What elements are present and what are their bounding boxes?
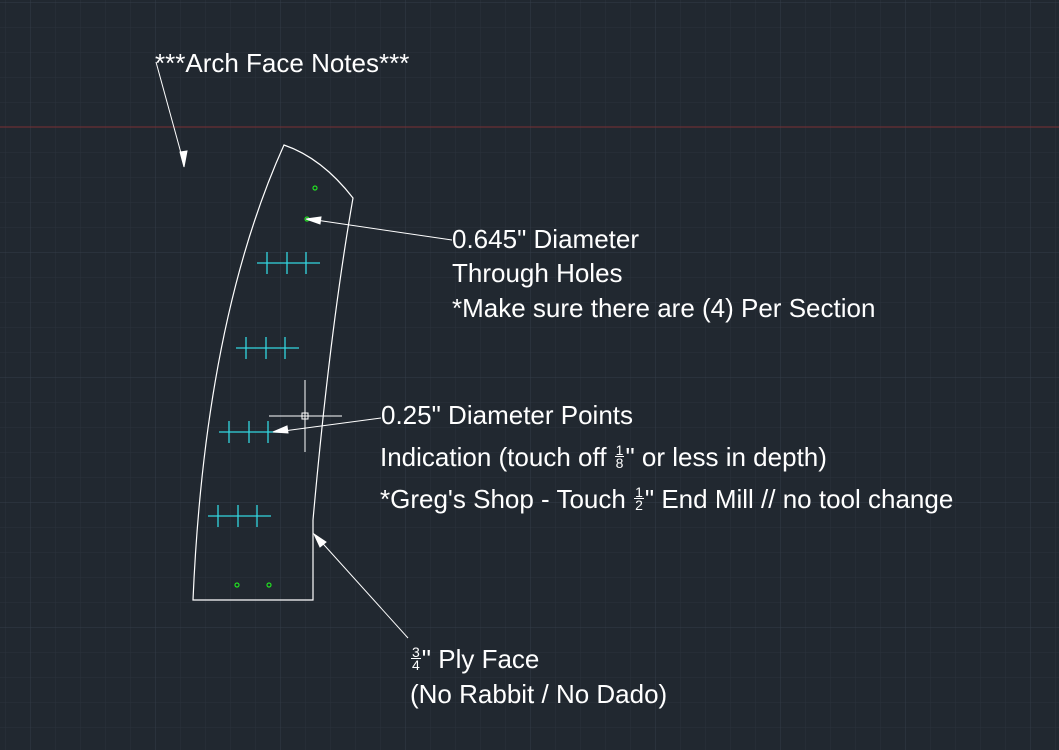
arch-face-outline[interactable] [192, 144, 354, 601]
holes-note-line2: Through Holes [452, 258, 623, 288]
points-note-line3-post: " End Mill // no tool change [644, 484, 954, 514]
point-mark-row [208, 505, 271, 527]
ply-note-line1: 3 4 " Ply Face [410, 642, 539, 676]
fraction-denominator: 2 [635, 496, 643, 513]
ply-note-line1-post: " Ply Face [421, 644, 540, 674]
through-hole [312, 185, 318, 191]
points-note-line1: 0.25" Diameter Points [381, 400, 634, 430]
holes-note-line1: 0.645" Diameter [452, 224, 639, 254]
fraction-denominator: 4 [412, 656, 420, 673]
points-note-line2-pre: Indication (touch off [380, 442, 614, 472]
point-marks [208, 252, 320, 527]
leader-points [272, 417, 382, 434]
points-note-line3-pre: *Greg's Shop - Touch [380, 484, 634, 514]
through-hole [266, 582, 272, 588]
fraction-numerator: 1 [614, 441, 625, 458]
through-holes [234, 185, 318, 588]
point-mark-row [257, 252, 320, 274]
ply-note-line2: (No Rabbit / No Dado) [410, 679, 668, 709]
leader-holes [305, 216, 453, 241]
leader-ply [312, 532, 409, 639]
points-note-line3: *Greg's Shop - Touch 1 2 " End Mill // no … [380, 482, 953, 516]
leaders [155, 61, 453, 639]
through-hole [234, 582, 240, 588]
title-note: ***Arch Face Notes*** [155, 48, 410, 78]
fraction-denominator: 8 [615, 454, 624, 471]
holes-note-line3: *Make sure there are (4) Per Section [452, 293, 876, 323]
point-mark-row [236, 337, 299, 359]
point-mark-row [219, 421, 282, 443]
points-note-line2-post: " or less in depth) [625, 442, 827, 472]
leader-title [155, 61, 188, 168]
cursor-crosshair [269, 380, 342, 452]
points-note-line2: Indication (touch off 1 8 " or less in dep… [380, 440, 827, 474]
fraction-numerator: 1 [634, 483, 644, 500]
fraction-numerator: 3 [411, 643, 421, 660]
